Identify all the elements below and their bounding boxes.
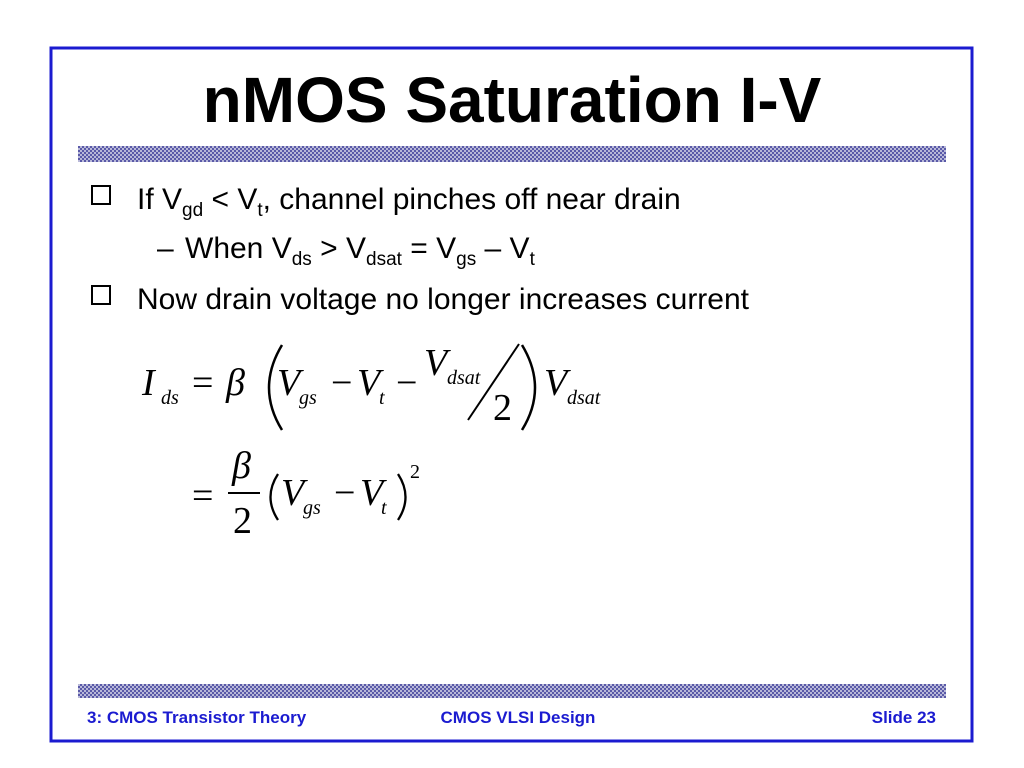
- equation-1: I ds = β V gs − V t − V dsat 2 V dsat: [141, 342, 601, 431]
- bullet-box: [91, 185, 111, 205]
- eq-operator: −: [334, 472, 355, 514]
- eq-symbol: V: [357, 362, 384, 404]
- footer-left: 3: CMOS Transistor Theory: [87, 708, 307, 727]
- bullet: Now drain voltage no longer increases cu…: [137, 283, 750, 316]
- eq-subscript: t: [379, 387, 385, 409]
- footer-center: CMOS VLSI Design: [441, 708, 596, 727]
- eq-subscript: dsat: [447, 367, 481, 389]
- paren: [267, 344, 284, 431]
- eq-operator: −: [331, 362, 352, 404]
- eq-operator: =: [192, 362, 213, 404]
- equation-2: = β 2 V gs − V t 2: [192, 445, 420, 542]
- divider: [78, 146, 946, 162]
- paren: [397, 473, 407, 521]
- eq-subscript: dsat: [567, 387, 601, 409]
- eq-symbol: V: [277, 362, 304, 404]
- bullet-box: [91, 285, 111, 305]
- divider: [78, 684, 946, 698]
- eq-operator: =: [192, 475, 213, 517]
- fraction-slash: [467, 343, 520, 421]
- paren: [269, 473, 279, 521]
- eq-subscript: gs: [303, 497, 321, 519]
- eq-symbol: V: [281, 472, 308, 514]
- paren: [520, 344, 537, 431]
- footer-right: Slide 23: [872, 708, 936, 727]
- eq-symbol: β: [231, 445, 251, 487]
- eq-symbol: β: [225, 362, 245, 404]
- eq-subscript: gs: [299, 387, 317, 409]
- slide-title: nMOS Saturation I-V: [203, 64, 822, 136]
- eq-symbol: V: [424, 342, 451, 384]
- eq-number: 2: [493, 387, 512, 429]
- eq-symbol: I: [141, 362, 157, 404]
- sub-bullet: – When Vds > Vdsat = Vgs – Vt: [157, 232, 536, 270]
- eq-subscript: t: [381, 497, 387, 519]
- eq-subscript: ds: [161, 387, 179, 409]
- bullet: If Vgd < Vt, channel pinches off near dr…: [137, 183, 681, 221]
- eq-symbol: V: [360, 472, 387, 514]
- eq-operator: −: [396, 362, 417, 404]
- eq-number: 2: [233, 500, 252, 542]
- eq-superscript: 2: [410, 461, 420, 483]
- slide-border: [49, 46, 974, 743]
- eq-symbol: V: [544, 362, 571, 404]
